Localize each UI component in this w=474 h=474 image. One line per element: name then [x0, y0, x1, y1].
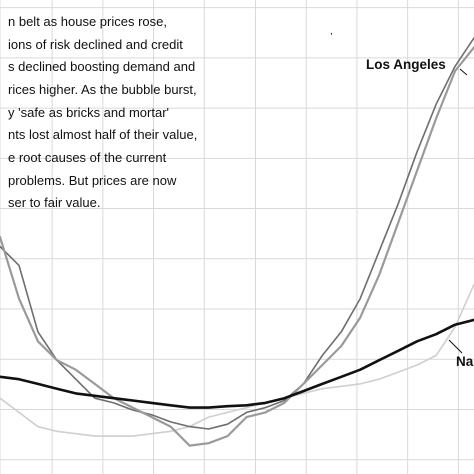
series-label-los-angeles: Los Angeles: [366, 57, 446, 72]
annotation-line-1: n belt as house prices rose,: [8, 14, 167, 29]
annotation-block: n belt as house prices rose, ions of ris…: [8, 14, 197, 210]
annotation-line-4: rices higher. As the bubble burst,: [8, 82, 197, 97]
annotation-line-3: s declined boosting demand and: [8, 59, 195, 74]
na-leader-line: [448, 339, 463, 354]
series-line-unlabeled-3: [0, 37, 474, 430]
series-line-los-angeles: [0, 46, 474, 447]
annotation-line-5: y 'safe as bricks and mortar': [8, 105, 169, 120]
los-angeles-leader-line: [459, 68, 468, 76]
annotation-line-9: ser to fair value.: [8, 195, 101, 210]
annotation-line-6: nts lost almost half of their value,: [8, 127, 197, 142]
stray-mark: ,: [330, 26, 333, 37]
series-line-unlabeled-4: [0, 283, 474, 437]
series-line-na: [0, 318, 474, 409]
annotation-line-7: e root causes of the current: [8, 150, 167, 165]
annotation-line-2: ions of risk declined and credit: [8, 37, 183, 52]
series-layer: [0, 37, 474, 447]
annotation-line-8: problems. But prices are now: [8, 173, 177, 188]
series-label-na: Na: [456, 354, 474, 369]
